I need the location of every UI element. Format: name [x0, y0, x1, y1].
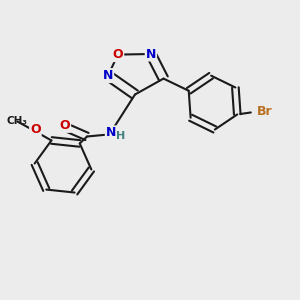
Text: H: H: [116, 131, 125, 141]
Text: O: O: [112, 48, 123, 61]
Text: Br: Br: [257, 105, 272, 118]
Text: N: N: [106, 126, 116, 140]
Text: O: O: [30, 123, 41, 136]
Text: N: N: [103, 69, 113, 82]
Text: O: O: [59, 119, 70, 132]
Text: N: N: [146, 47, 156, 61]
Text: CH₃: CH₃: [7, 116, 28, 126]
